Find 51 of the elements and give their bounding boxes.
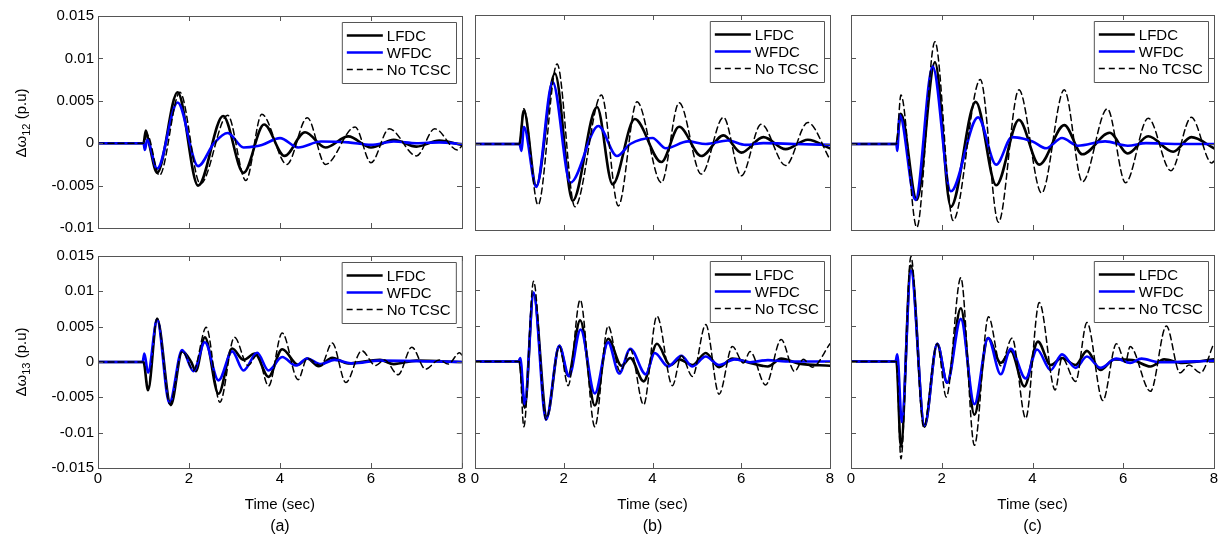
legend-label: No TCSC bbox=[386, 300, 451, 318]
x-tick-label: 2 bbox=[937, 469, 946, 487]
x-tick-label: 0 bbox=[846, 469, 856, 487]
x-tick-label: 2 bbox=[559, 469, 568, 487]
legend-label: No TCSC bbox=[754, 299, 819, 317]
legend-label: No TCSC bbox=[386, 60, 451, 78]
text: (c) bbox=[1023, 517, 1042, 535]
y-tick-label: -0.01 bbox=[59, 218, 94, 236]
legend-label: WFDC bbox=[754, 42, 800, 60]
x-axis-title: Time (sec) bbox=[244, 495, 316, 513]
text: (a) bbox=[270, 517, 290, 535]
y-tick-label: 0.005 bbox=[56, 316, 94, 334]
legend-label: WFDC bbox=[386, 43, 432, 61]
x-tick-label: 4 bbox=[275, 469, 285, 487]
y-tick-label: 0 bbox=[85, 352, 94, 370]
legend-label: WFDC bbox=[1138, 42, 1184, 60]
x-axis-title: Time (sec) bbox=[617, 495, 688, 513]
y-tick-label: 0.005 bbox=[56, 90, 94, 108]
y-tick-label: 0 bbox=[85, 133, 94, 151]
legend-label: WFDC bbox=[1138, 282, 1184, 300]
legend-label: LFDC bbox=[1138, 25, 1179, 43]
legend-label: No TCSC bbox=[1138, 59, 1203, 77]
x-tick-label: 2 bbox=[184, 469, 194, 487]
y-tick-label: -0.005 bbox=[51, 387, 94, 405]
y-tick-label: -0.015 bbox=[51, 458, 94, 476]
y-tick-label: 0.01 bbox=[64, 48, 94, 66]
legend-label: WFDC bbox=[386, 283, 432, 301]
legend-label: No TCSC bbox=[1138, 299, 1203, 317]
x-tick-label: 6 bbox=[366, 469, 376, 487]
y-tick-label: 0.01 bbox=[64, 281, 94, 299]
y-tick-label: -0.01 bbox=[59, 422, 94, 440]
legend-label: LFDC bbox=[386, 26, 427, 44]
legend-label: LFDC bbox=[1138, 265, 1179, 283]
y-tick-label: 0.015 bbox=[56, 246, 94, 264]
x-axis-title: Time (sec) bbox=[997, 495, 1068, 513]
y-tick-label: 0.015 bbox=[56, 6, 94, 24]
legend-label: No TCSC bbox=[754, 59, 819, 77]
x-tick-label: 4 bbox=[648, 469, 657, 487]
x-tick-label: 8 bbox=[1209, 469, 1219, 487]
x-tick-label: 6 bbox=[737, 469, 746, 487]
x-tick-label: 6 bbox=[1119, 469, 1128, 487]
legend-label: LFDC bbox=[386, 266, 426, 284]
x-tick-label: 0 bbox=[470, 469, 480, 487]
legend-label: LFDC bbox=[754, 265, 795, 283]
y-tick-label: -0.005 bbox=[51, 175, 94, 193]
x-tick-label: 8 bbox=[457, 469, 466, 487]
x-tick-label: 8 bbox=[825, 469, 835, 487]
x-tick-label: 4 bbox=[1028, 469, 1037, 487]
legend-label: WFDC bbox=[754, 282, 800, 300]
text: (b) bbox=[642, 517, 663, 535]
legend-label: LFDC bbox=[754, 25, 795, 43]
